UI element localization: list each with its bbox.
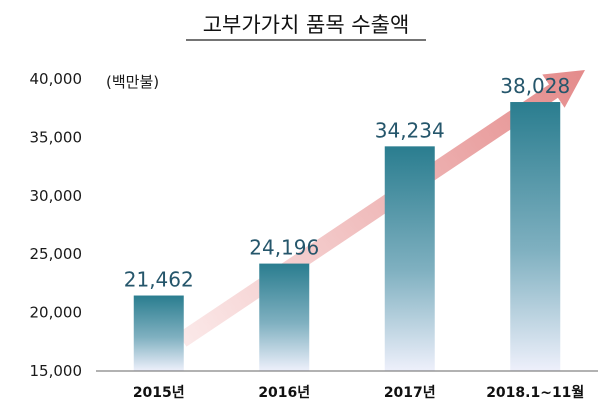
bars [133,102,561,371]
x-tick-label: 2018.1~11월 [486,384,584,401]
unit-label: (백만불) [106,73,159,91]
bar [259,263,310,371]
bar-value-label: 21,462 [124,268,194,292]
bar-value-label: 34,234 [375,118,445,142]
y-axis-ticks: 15,000 20,000 25,000 30,000 35,000 40,000 [30,70,83,380]
y-tick-label: 35,000 [30,128,83,146]
y-tick-label: 15,000 [30,362,83,380]
bar [133,295,184,371]
y-tick-label: 30,000 [30,187,83,205]
bar [510,102,561,371]
x-tick-label: 2016년 [258,385,310,401]
x-axis-labels: 2015년 2016년 2017년 2018.1~11월 [133,384,584,401]
x-tick-label: 2017년 [384,385,436,401]
y-tick-label: 40,000 [30,70,83,88]
chart-title: 고부가가치 품목 수출액 [203,13,410,37]
bar-value-label: 38,028 [500,74,570,98]
value-labels: 21,462 24,196 34,234 38,028 [124,74,570,291]
x-tick-label: 2015년 [133,385,185,401]
y-tick-label: 20,000 [30,304,83,322]
y-tick-label: 25,000 [30,245,83,263]
bar-value-label: 24,196 [249,236,319,260]
bar [384,146,435,371]
